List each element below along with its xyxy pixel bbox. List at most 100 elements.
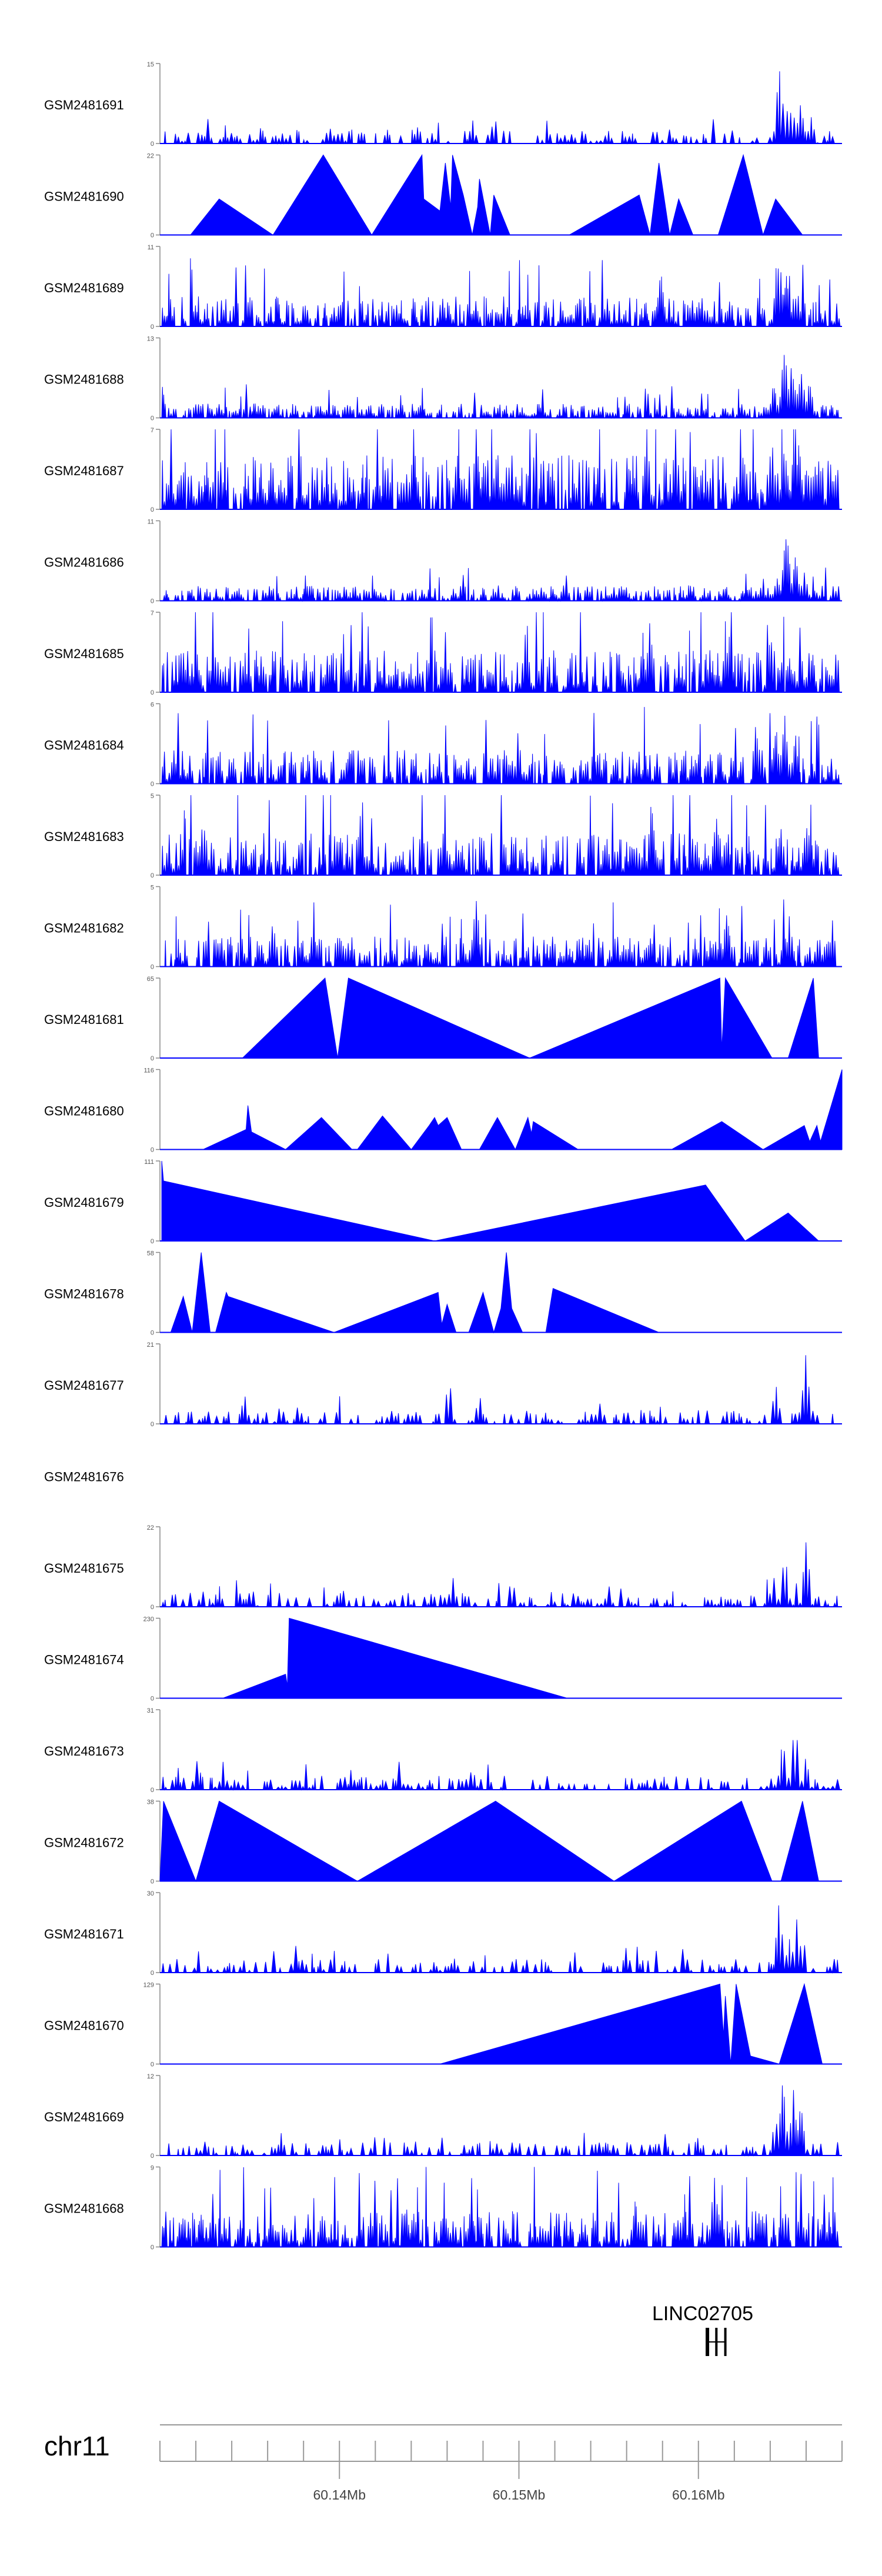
track-area-GSM2481686	[162, 539, 840, 602]
track-GSM2481683: GSM2481683 5 0	[44, 793, 842, 879]
data-tracks: GSM2481691150GSM2481690220GSM2481689110G…	[44, 61, 843, 2251]
track-label: GSM2481685	[44, 646, 124, 661]
track-area-GSM2481673	[161, 1740, 840, 1791]
track-area-GSM2481691	[162, 71, 840, 145]
track-ymax-label: 38	[147, 1799, 154, 1806]
track-ymax-label: 5	[151, 885, 154, 892]
track-ymin-label: 0	[151, 1330, 154, 1337]
track-ymin-label: 0	[151, 2244, 154, 2251]
track-GSM2481689: GSM2481689 11 0	[44, 244, 842, 331]
gene-label: LINC02705	[652, 2303, 753, 2325]
track-label: GSM2481681	[44, 1012, 124, 1027]
track-ymax-label: 12	[147, 2073, 154, 2080]
track-GSM2481681: GSM2481681 65 0	[44, 976, 842, 1062]
track-label: GSM2481687	[44, 463, 124, 478]
track-GSM2481680: GSM2481680 116 0	[44, 1067, 843, 1154]
track-area-GSM2481669	[162, 2085, 840, 2157]
track-label: GSM2481670	[44, 2018, 124, 2033]
track-label: GSM2481677	[44, 1378, 124, 1393]
track-ymax-label: 5	[151, 793, 154, 800]
track-area-GSM2481671	[161, 1905, 840, 1974]
track-GSM2481691: GSM2481691 15 0	[44, 61, 842, 148]
track-GSM2481675: GSM2481675 22 0	[44, 1524, 842, 1611]
track-label: GSM2481669	[44, 2110, 124, 2124]
chromosome-label: chr11	[44, 2431, 110, 2461]
track-ymin-label: 0	[151, 506, 154, 513]
track-area-GSM2481675	[161, 1542, 840, 1608]
track-ymin-label: 0	[151, 415, 154, 422]
track-label: GSM2481684	[44, 738, 124, 753]
track-ymin-label: 0	[151, 1878, 154, 1886]
track-ymax-label: 21	[147, 1342, 154, 1349]
track-area-GSM2481670	[440, 1983, 823, 2065]
track-area-GSM2481678	[170, 1252, 695, 1334]
track-ymax-label: 30	[147, 1890, 154, 1897]
track-ymin-label: 0	[151, 2061, 154, 2068]
track-ymin-label: 0	[151, 1055, 154, 1062]
track-GSM2481668: GSM2481668 9 0	[44, 2165, 842, 2251]
track-ymin-label: 0	[151, 1421, 154, 1428]
track-label: GSM2481672	[44, 1836, 124, 1850]
track-area-GSM2481687	[161, 429, 840, 510]
track-label: GSM2481678	[44, 1287, 124, 1302]
track-area-GSM2481677	[162, 1355, 841, 1425]
track-ymax-label: 22	[147, 1524, 154, 1531]
track-GSM2481672: GSM2481672 38 0	[44, 1799, 842, 1886]
track-ymax-label: 129	[143, 1982, 154, 1989]
track-area-GSM2481681	[242, 977, 819, 1059]
track-GSM2481687: GSM2481687 7 0	[44, 427, 842, 513]
track-GSM2481682: GSM2481682 5 0	[44, 885, 842, 971]
track-ymin-label: 0	[151, 1696, 154, 1703]
track-ymax-label: 22	[147, 153, 154, 160]
track-area-GSM2481682	[162, 899, 840, 967]
axis-tick-label: 60.15Mb	[493, 2487, 546, 2502]
track-ymax-label: 15	[147, 61, 154, 68]
gene-annotation-track: LINC02705	[652, 2303, 753, 2356]
track-area-GSM2481683	[161, 795, 840, 876]
axis-tick-label: 60.16Mb	[672, 2487, 725, 2502]
track-label: GSM2481688	[44, 372, 124, 387]
track-label: GSM2481671	[44, 1927, 124, 1941]
track-label: GSM2481686	[44, 555, 124, 570]
track-area-GSM2481674	[222, 1617, 568, 1699]
track-GSM2481685: GSM2481685 7 0	[44, 610, 842, 696]
track-GSM2481686: GSM2481686 11 0	[44, 519, 842, 605]
track-ymin-label: 0	[151, 1787, 154, 1794]
track-area-GSM2481685	[161, 612, 840, 693]
track-ymin-label: 0	[151, 689, 154, 696]
track-ymin-label: 0	[151, 1147, 154, 1154]
track-GSM2481676: GSM2481676	[44, 1470, 124, 1484]
track-label: GSM2481676	[44, 1470, 124, 1484]
track-ymax-label: 65	[147, 976, 154, 983]
track-label: GSM2481689	[44, 281, 124, 295]
track-label: GSM2481674	[44, 1653, 124, 1667]
track-area-GSM2481679	[161, 1160, 820, 1242]
track-GSM2481690: GSM2481690 22 0	[44, 153, 842, 239]
axis-ticks: 60.14Mb 60.15Mb 60.16Mb	[159, 2441, 843, 2502]
track-ymin-label: 0	[151, 1238, 154, 1245]
track-area-GSM2481688	[161, 355, 840, 419]
track-label: GSM2481690	[44, 189, 124, 204]
track-ymax-label: 11	[148, 244, 154, 251]
track-ymax-label: 13	[147, 336, 154, 343]
track-label: GSM2481682	[44, 921, 124, 936]
track-area-GSM2481680	[203, 1069, 843, 1150]
track-ymin-label: 0	[151, 2153, 154, 2160]
track-ymax-label: 7	[151, 610, 154, 617]
track-ymax-label: 11	[148, 519, 154, 526]
track-ymin-label: 0	[151, 598, 154, 605]
track-ymin-label: 0	[151, 141, 154, 148]
track-label: GSM2481675	[44, 1561, 124, 1576]
track-label: GSM2481680	[44, 1104, 124, 1119]
track-ymin-label: 0	[151, 872, 154, 879]
track-area-GSM2481689	[161, 258, 841, 327]
track-label: GSM2481691	[44, 98, 124, 112]
track-GSM2481679: GSM2481679 111 0	[44, 1159, 842, 1245]
track-ymax-label: 111	[144, 1159, 154, 1166]
track-area-GSM2481668	[161, 2167, 840, 2248]
track-label: GSM2481668	[44, 2201, 124, 2216]
gene-exons	[706, 2328, 727, 2356]
track-ymin-label: 0	[151, 1604, 154, 1611]
genome-axis: chr11 60.14Mb 60.15Mb 60.16Mb	[44, 2424, 843, 2502]
